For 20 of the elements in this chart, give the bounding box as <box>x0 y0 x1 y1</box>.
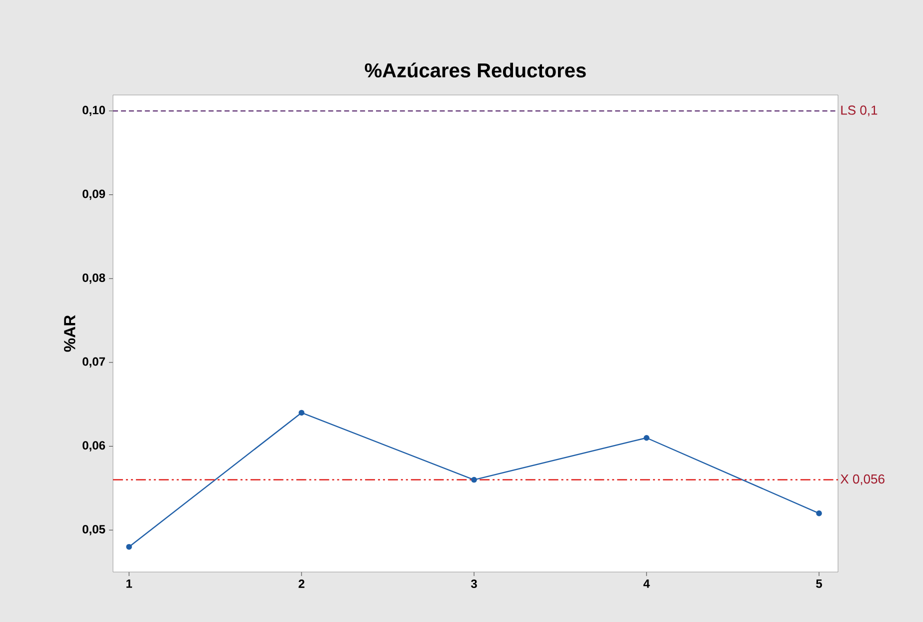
x-tick-label: 5 <box>816 580 822 588</box>
y-tick-label: 0,06 <box>82 441 106 452</box>
y-axis-title: %AR <box>64 315 76 352</box>
ref-line-label: LS 0,1 <box>841 106 878 116</box>
x-tick-label: 4 <box>643 580 650 588</box>
y-tick-label: 0,07 <box>82 357 105 368</box>
point <box>126 544 132 550</box>
point <box>298 410 304 416</box>
y-tick-label: 0,09 <box>82 190 106 200</box>
point <box>471 476 477 483</box>
x-tick-label: 1 <box>126 580 132 588</box>
x-tick-label: 3 <box>470 580 477 588</box>
x-tick-label: 2 <box>298 580 304 588</box>
chart-title: %Azúcares Reductores <box>364 62 586 78</box>
y-tick-label: 0,08 <box>82 273 106 284</box>
point <box>644 434 650 441</box>
point <box>816 510 822 516</box>
y-tick-label: 0,05 <box>82 524 106 536</box>
y-tick-label: 0,10 <box>82 106 105 116</box>
ref-line-label: X 0,056 <box>840 474 884 486</box>
